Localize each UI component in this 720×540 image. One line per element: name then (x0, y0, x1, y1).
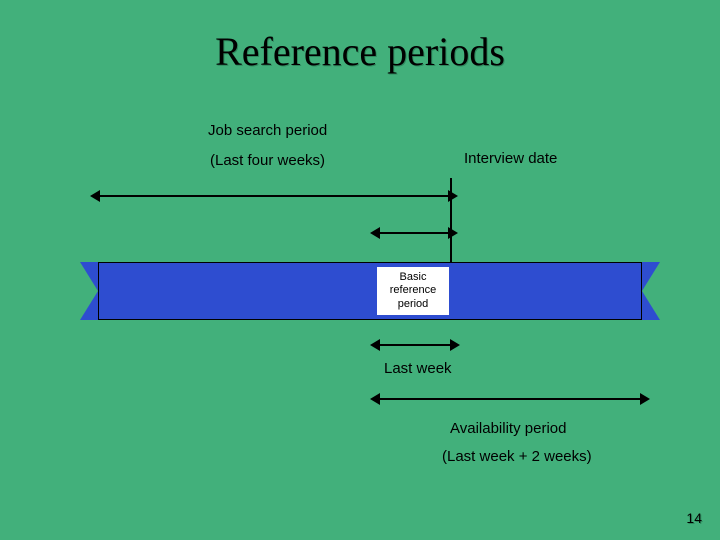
page-title: Reference periods (0, 28, 720, 75)
availability-period-sub-label: (Last week + 2 weeks) (442, 448, 592, 465)
availability-period-label: Availability period (450, 420, 566, 437)
banner-notch-left (80, 262, 98, 320)
basic-reference-period-label: Basic reference period (377, 267, 449, 315)
basic-reference-arrow (380, 232, 448, 234)
job-search-period-label: Job search period (208, 122, 327, 139)
availability-arrow (380, 398, 640, 400)
banner-body (98, 262, 642, 320)
interview-date-label: Interview date (464, 150, 557, 167)
job-search-arrow (100, 195, 448, 197)
last-week-label: Last week (384, 360, 452, 377)
banner-notch-right (642, 262, 660, 320)
timeline-banner: Basic reference period (80, 262, 660, 320)
page-number: 14 (686, 510, 702, 526)
job-search-period-sub-label: (Last four weeks) (210, 152, 325, 169)
last-week-arrow (380, 344, 450, 346)
